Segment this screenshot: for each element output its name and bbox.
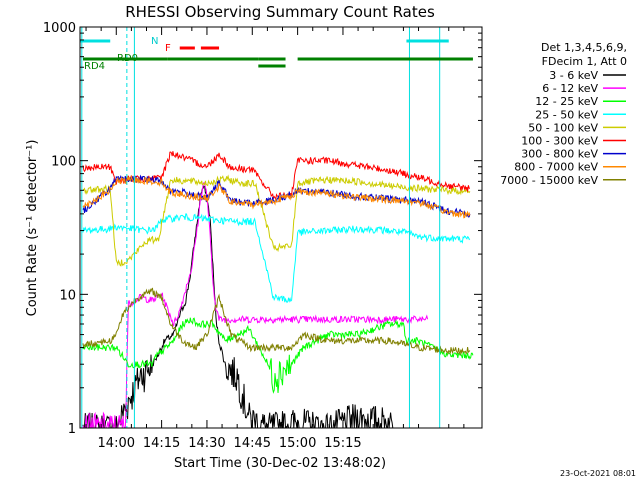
- legend-label-1: 6 - 12 keV: [542, 82, 598, 95]
- x-tick-label-3: 14:45: [234, 436, 271, 451]
- legend-label-0: 3 - 6 keV: [549, 69, 598, 82]
- legend-label-8: 7000 - 15000 keV: [500, 174, 598, 187]
- x-axis-label: Start Time (30-Dec-02 13:48:02): [174, 456, 386, 471]
- series-line-100-300-kev: [82, 151, 471, 202]
- x-tick-label-4: 15:00: [279, 436, 316, 451]
- rd0-flag-label: RD0: [117, 53, 138, 64]
- series-line-7000-15000-kev: [82, 287, 471, 356]
- timestamp: 23-Oct-2021 08:01: [560, 469, 636, 478]
- plot-area: [82, 151, 474, 428]
- y-tick-label-3: 1000: [43, 21, 76, 36]
- legend-header-line-1: Det 1,3,4,5,6,9,: [541, 41, 627, 54]
- series-line-3-6-kev: [82, 185, 398, 428]
- legend-label-4: 50 - 100 keV: [528, 121, 598, 134]
- series-line-800-7000-kev: [82, 174, 471, 219]
- legend: Det 1,3,4,5,6,9, FDecim 1, Att 0 3 - 6 k…: [500, 41, 627, 187]
- y-axis-label: Count Rate (s⁻¹ detector⁻¹): [25, 140, 40, 317]
- series-line-6-12-kev: [82, 182, 429, 428]
- y-tick-label-0: 1: [68, 422, 76, 437]
- y-tick-label-2: 100: [51, 155, 76, 170]
- legend-label-2: 12 - 25 keV: [535, 95, 598, 108]
- rd4-flag-label: RD4: [84, 61, 105, 72]
- x-tick-label-2: 14:30: [188, 436, 225, 451]
- series-line-50-100-kev: [82, 174, 471, 267]
- chart-title: RHESSI Observing Summary Count Rates: [125, 3, 435, 21]
- x-tick-label-0: 14:00: [98, 436, 135, 451]
- x-tick-label-1: 14:15: [143, 436, 180, 451]
- series-line-25-50-kev: [82, 213, 471, 304]
- y-tick-label-1: 10: [59, 288, 76, 303]
- flag-bars: [80, 27, 483, 428]
- plot-frame: [79, 26, 483, 429]
- series-line-12-25-kev: [82, 317, 474, 394]
- legend-label-6: 300 - 800 keV: [521, 148, 598, 161]
- night-flag-label: N: [151, 36, 158, 47]
- axes: 1 10 100 1000 14:00 14:15 14:30 14:45 15:00 15:15: [43, 21, 483, 451]
- legend-label-7: 800 - 7000 keV: [514, 161, 598, 174]
- legend-header-line-2: FDecim 1, Att 0: [542, 55, 627, 68]
- legend-label-5: 100 - 300 keV: [521, 135, 598, 148]
- legend-label-3: 25 - 50 keV: [535, 108, 598, 121]
- flare-flag-label: F: [165, 43, 171, 54]
- x-tick-label-5: 15:15: [324, 436, 361, 451]
- series-group: [82, 151, 474, 428]
